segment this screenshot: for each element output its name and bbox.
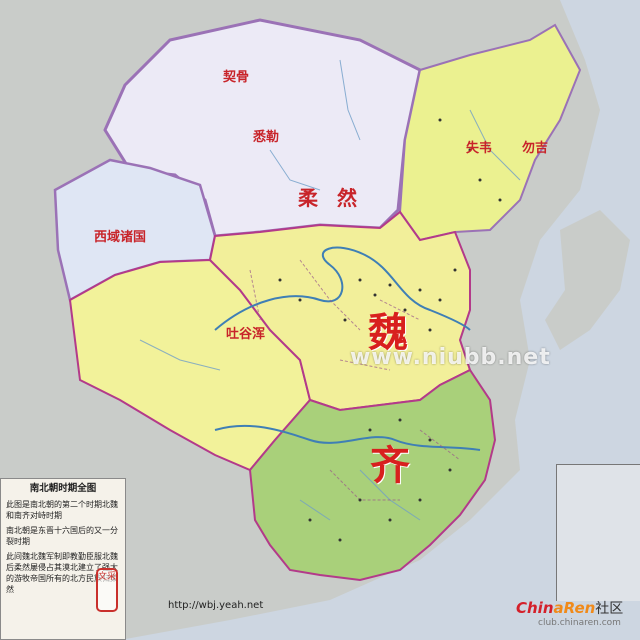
minor-rivers	[139, 59, 521, 521]
legend-title: 南北朝时期全图	[29, 483, 97, 494]
watermark: www.niubb.net	[350, 345, 551, 370]
source-url[interactable]: http://wbj.yeah.net	[168, 600, 264, 611]
legend-box: 南北朝时期全图 此图是南北朝的第二个时期北魏和南齐对峙时期 南北朝是东晋十六国后…	[0, 478, 126, 640]
label-xile: 悉勒	[253, 130, 280, 145]
legend-paragraph-2: 南北朝是东晋十六国后的又一分裂时期	[6, 526, 118, 546]
logo-brand-a: Chin	[516, 599, 554, 617]
logo-subtitle: club.chinaren.com	[538, 618, 621, 628]
label-shiwei: 失韦	[466, 141, 493, 156]
yellow-river	[214, 246, 471, 331]
label-wei: 魏	[368, 309, 408, 356]
internal-borders	[249, 259, 461, 501]
seal-stamp: 文采	[96, 568, 118, 612]
label-tuyuhun: 吐谷浑	[226, 327, 266, 342]
city-markers	[278, 118, 502, 542]
japan-islands	[545, 210, 630, 350]
label-wuji: 勿吉	[522, 141, 549, 156]
south-china-sea-inset	[556, 464, 640, 601]
legend-paragraph-1: 此图是南北朝的第二个时期北魏和南齐对峙时期	[6, 500, 118, 520]
chinaren-logo: ChinaRen社区 club.chinaren.com	[516, 598, 624, 628]
label-western-states: 西域诸国	[94, 230, 147, 245]
logo-brand-b: aRen	[553, 599, 596, 617]
region-qi	[248, 368, 497, 582]
label-qi: 齐	[370, 442, 410, 489]
legend-paragraph-3: 此间魏北魏军制即教勤臣服北魏后柔然屡侵占其漠北建立了强大的游牧帝国所有的北方民族…	[6, 552, 118, 594]
yangtze-river	[214, 424, 481, 451]
label-rouran: 柔 然	[298, 186, 363, 210]
logo-brand-c: 社区	[595, 601, 624, 617]
label-qigu: 契骨	[223, 70, 250, 85]
